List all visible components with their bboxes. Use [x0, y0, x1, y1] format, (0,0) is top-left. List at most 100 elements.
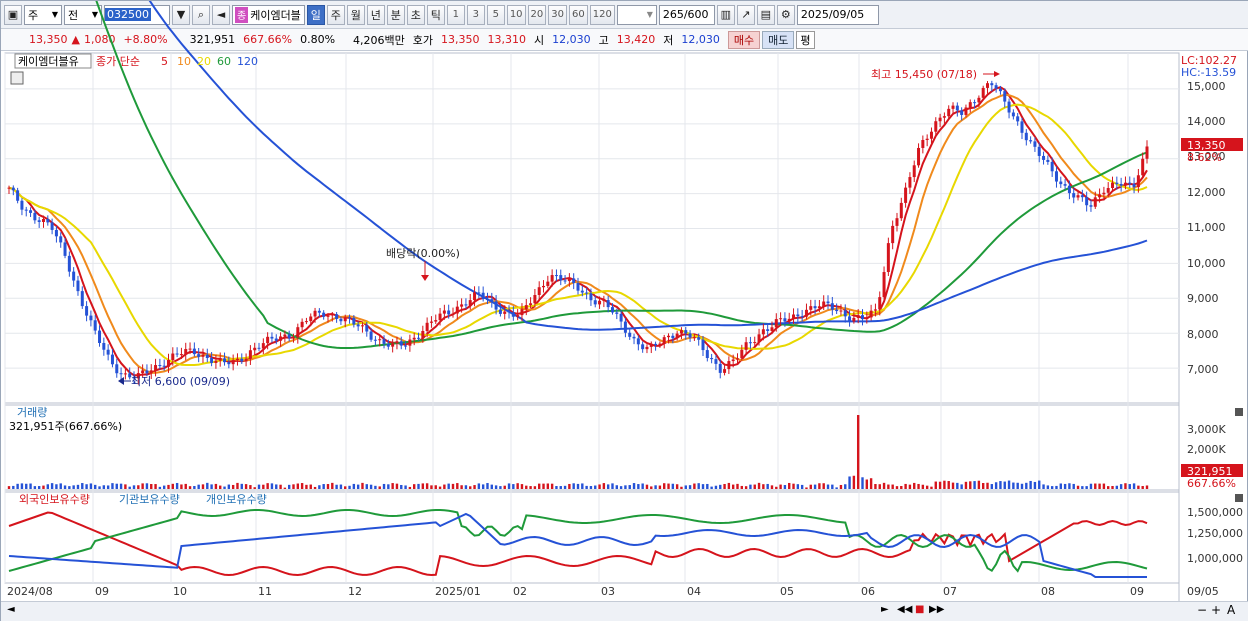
candle — [1115, 182, 1119, 184]
period-year-button[interactable]: 년 — [366, 4, 385, 25]
volume-bar — [887, 484, 890, 489]
candle — [399, 341, 403, 346]
volume-bar — [805, 487, 808, 489]
volume-bar — [589, 486, 593, 489]
period-week-button[interactable]: 주 — [326, 4, 345, 25]
save-icon[interactable]: ▤ — [756, 4, 775, 25]
custom-interval-select[interactable]: ▼ — [616, 4, 657, 25]
candle — [516, 315, 520, 317]
y-tick-14000: 14,000 — [1187, 115, 1226, 128]
close-icon[interactable] — [1235, 408, 1243, 416]
candle — [735, 358, 739, 360]
candle — [270, 336, 274, 339]
interval-60-button[interactable]: 60 — [569, 4, 588, 25]
ma-line-20 — [8, 103, 1148, 366]
candle — [231, 360, 235, 365]
period-second-button[interactable]: 초 — [406, 4, 425, 25]
rewind-icon[interactable]: ◀◀ — [897, 604, 913, 615]
search-icon[interactable]: ⌕ — [192, 4, 210, 25]
interval-10-button[interactable]: 10 — [506, 4, 526, 25]
period-month-button[interactable]: 월 — [346, 4, 365, 25]
candle — [158, 365, 162, 367]
candle — [878, 297, 882, 310]
volume-bar — [106, 485, 110, 489]
current-price: 13,350 — [29, 33, 68, 46]
candle — [636, 338, 640, 345]
zoom-out-icon[interactable]: − — [1197, 603, 1208, 617]
hold-tick-1000000: 1,000,000 — [1187, 552, 1243, 565]
candle — [865, 317, 869, 320]
candle — [287, 334, 291, 339]
volume-bar — [852, 475, 856, 489]
scroll-left-icon[interactable]: ◄ — [7, 604, 15, 615]
candle — [136, 373, 140, 379]
period-tick-button[interactable]: 틱 — [426, 4, 445, 25]
holding-lines — [8, 509, 1148, 578]
scroll-right-icon[interactable]: ► — [881, 604, 889, 615]
stock-name-box[interactable]: 종 케이엠더블 — [232, 4, 305, 25]
candle — [1085, 197, 1089, 206]
candle — [106, 349, 110, 355]
close-icon[interactable] — [1235, 494, 1243, 502]
forward-icon[interactable]: ▶▶ — [929, 604, 945, 615]
volume-bar — [361, 482, 364, 489]
candle — [266, 336, 270, 344]
volume-bar — [822, 483, 825, 489]
table-icon[interactable] — [10, 71, 24, 85]
period-select[interactable]: 주 ▼ — [24, 4, 62, 25]
volume-bar — [641, 483, 644, 489]
volume-bar — [464, 485, 468, 489]
chart-type-icon[interactable]: ▥ — [716, 4, 735, 25]
code-dropdown-button[interactable]: ▼ — [172, 4, 190, 25]
candle — [404, 345, 408, 347]
candle — [498, 309, 502, 314]
buy-button[interactable]: 매수 — [727, 30, 761, 49]
legend-name-box[interactable] — [14, 53, 92, 69]
chart-area[interactable]: 케이엠더블유 종가 단순 5 10 20 60 120 LC:102.27 HC… — [1, 1, 1248, 601]
auto-scale-icon[interactable]: A — [1227, 603, 1236, 617]
count-input[interactable]: 265/600 — [658, 4, 715, 25]
candle — [253, 347, 257, 351]
volume-bar — [632, 483, 636, 489]
candle — [667, 335, 671, 338]
interval-120-button[interactable]: 120 — [589, 4, 615, 25]
volume-bar — [731, 484, 735, 489]
volume-bar — [102, 485, 106, 489]
volume-bar — [671, 483, 675, 489]
draw-tool-icon[interactable]: ↗ — [736, 4, 755, 25]
volume-bar — [240, 483, 243, 489]
candle — [554, 275, 558, 277]
y-tick-11000: 11,000 — [1187, 221, 1226, 234]
candle — [835, 309, 839, 312]
zoom-in-icon[interactable]: + — [1211, 603, 1222, 617]
window-icon[interactable]: ▣ — [4, 4, 22, 25]
interval-5-button[interactable]: 5 — [486, 4, 505, 25]
candle — [938, 117, 942, 122]
period-day-button[interactable]: 일 — [306, 4, 325, 25]
code-input[interactable]: 032500 — [104, 4, 170, 25]
high-annotation: 최고 15,450 (07/18) — [871, 68, 977, 81]
speaker-icon[interactable]: ◄ — [212, 4, 230, 25]
volume-bar — [443, 484, 446, 489]
period-minute-button[interactable]: 분 — [386, 4, 405, 25]
interval-20-button[interactable]: 20 — [527, 4, 547, 25]
candle — [520, 309, 524, 316]
interval-1-button[interactable]: 1 — [446, 4, 465, 25]
candle — [429, 321, 433, 323]
x-axis-label: 02 — [513, 585, 527, 598]
volume-bar — [525, 485, 528, 489]
interval-30-button[interactable]: 30 — [548, 4, 568, 25]
interval-3-button[interactable]: 3 — [466, 4, 485, 25]
sell-button[interactable]: 매도 — [762, 30, 795, 49]
gear-icon[interactable]: ⚙ — [776, 4, 795, 25]
volume-bar — [438, 486, 442, 489]
candle — [1059, 181, 1063, 185]
stop-icon[interactable]: ■ — [915, 604, 925, 615]
volume-bar — [900, 486, 903, 489]
candle — [434, 320, 438, 322]
candle — [356, 324, 360, 327]
average-button[interactable]: 평 — [796, 30, 815, 49]
scroll-bar[interactable]: ◄ ► ◀◀ ■ ▶▶ − + A — [1, 601, 1248, 621]
volume-bar — [94, 484, 97, 489]
date-input[interactable]: 2025/09/05 — [796, 4, 879, 25]
